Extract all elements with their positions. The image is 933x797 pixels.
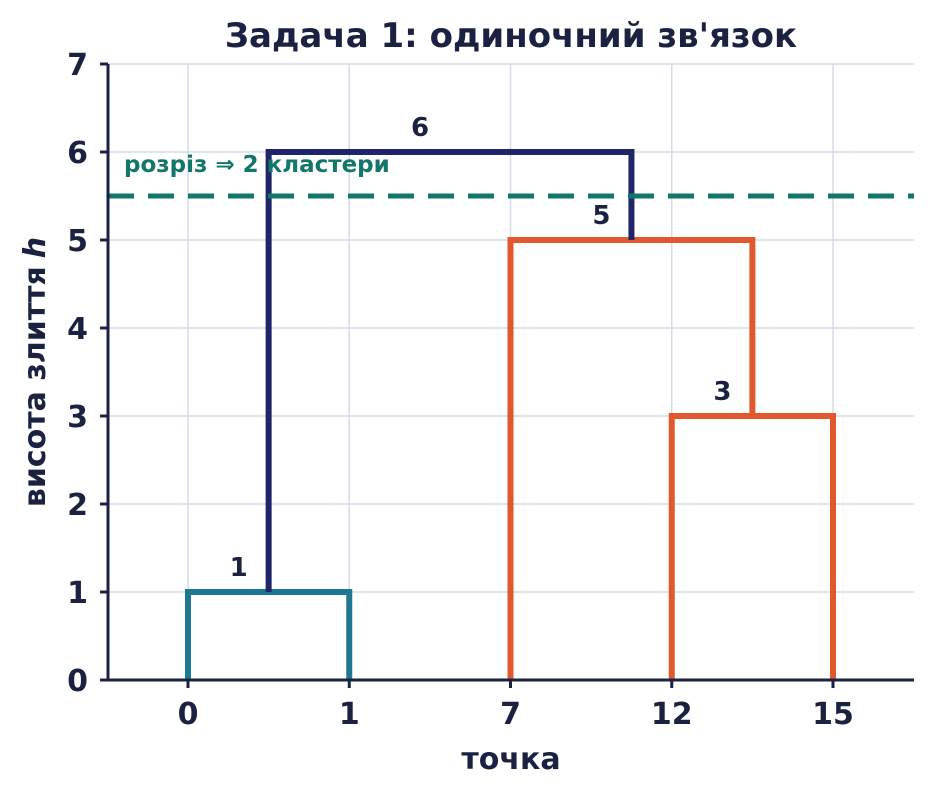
merge-link-5 (507, 237, 756, 680)
x-tick-label-12: 12 (651, 697, 693, 732)
merge-label-1: 1 (230, 553, 248, 583)
y-tick-label-6: 6 (67, 136, 88, 171)
merge-label-3: 3 (713, 377, 731, 407)
chart-title: Задача 1: одиночний зв'язок (225, 16, 797, 56)
merge-link-6 (265, 149, 635, 592)
x-axis-label: точка (461, 742, 560, 777)
merge-labels: 1 3 5 6 (230, 113, 732, 583)
y-tick-labels: 0 1 2 3 4 5 6 7 (67, 48, 108, 699)
x-tick-labels: 0 1 7 12 15 (178, 680, 854, 732)
y-tick-label-4: 4 (67, 312, 88, 347)
y-tick-label-7: 7 (67, 48, 88, 83)
y-axis-label: висота злиття h (18, 237, 53, 507)
y-tick-label-2: 2 (67, 488, 88, 523)
x-tick-label-15: 15 (812, 697, 854, 732)
y-tick-label-3: 3 (67, 400, 88, 435)
cut-label: розріз ⇒ 2 кластери (124, 152, 390, 178)
x-tick-label-7: 7 (500, 697, 521, 732)
y-axis-label-text: висота злиття (18, 266, 53, 507)
y-axis-label-var: h (18, 237, 53, 258)
y-tick-label-1: 1 (67, 576, 88, 611)
merge-link-1 (185, 589, 353, 680)
x-tick-label-1: 1 (339, 697, 360, 732)
y-tick-label-0: 0 (67, 664, 88, 699)
y-tick-label-5: 5 (67, 224, 88, 259)
merge-label-6: 6 (411, 113, 429, 143)
cut-line-group: розріз ⇒ 2 кластери (108, 152, 914, 199)
merge-link-3 (668, 413, 836, 680)
x-tick-label-0: 0 (178, 697, 199, 732)
merge-label-5: 5 (592, 201, 610, 231)
